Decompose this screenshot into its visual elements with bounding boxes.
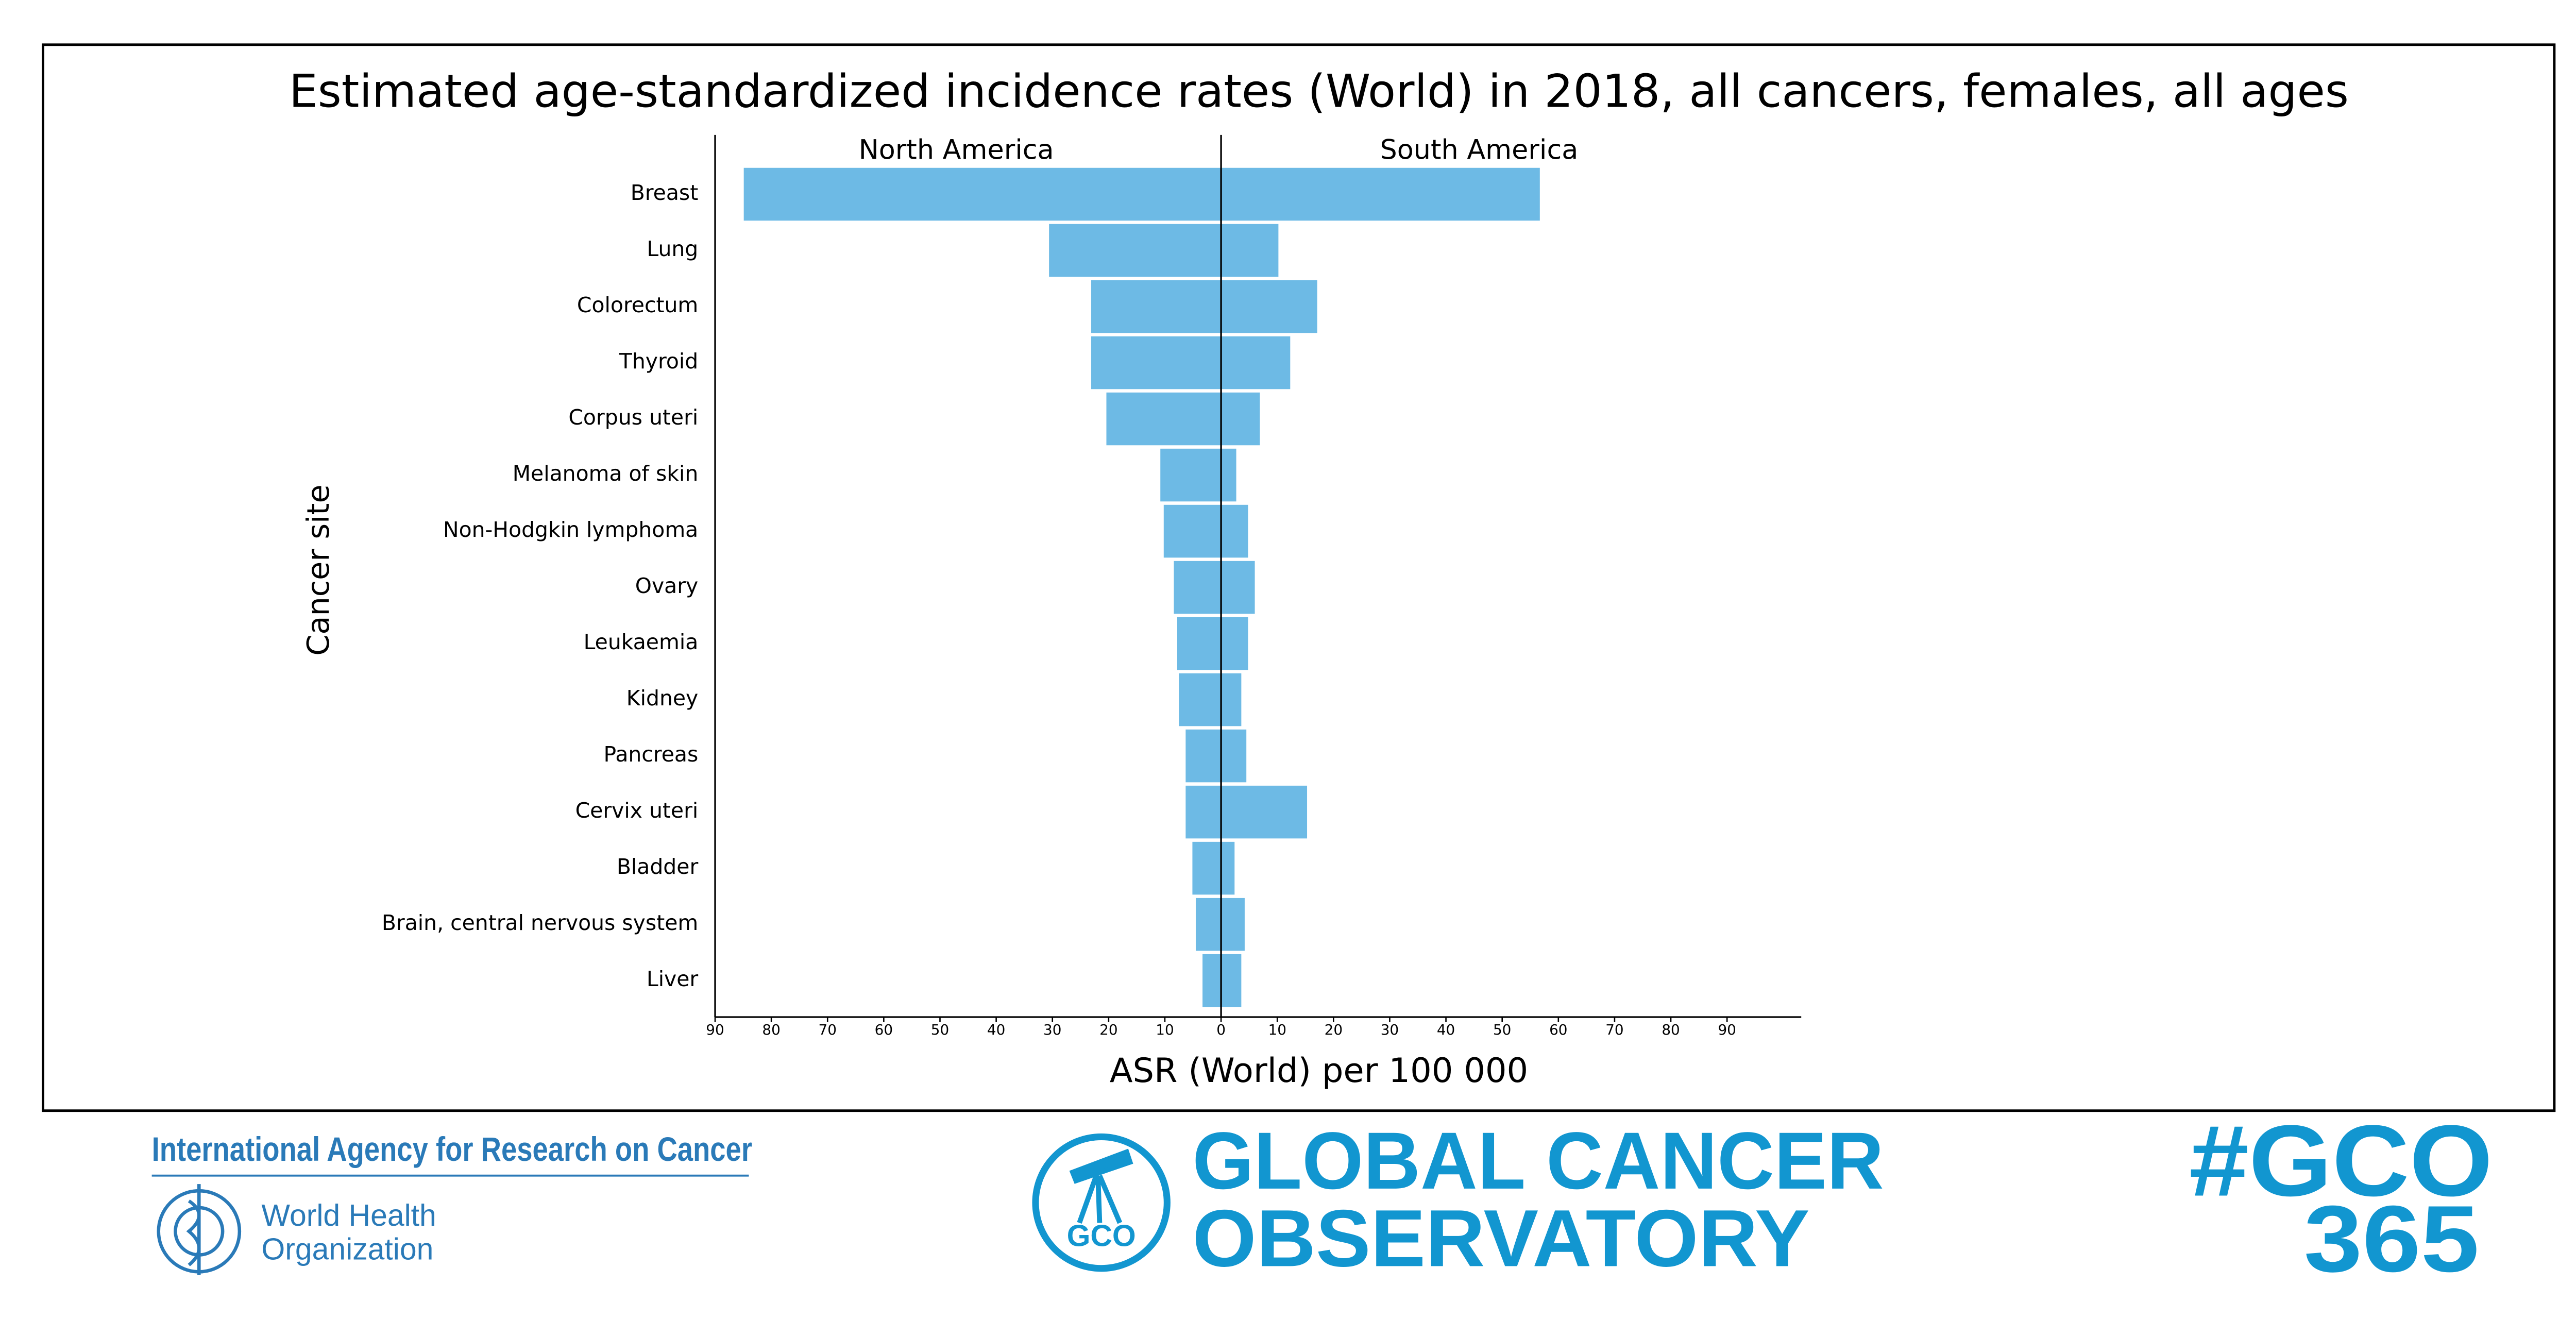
- x-tick-label: 50: [931, 1021, 949, 1038]
- x-tick-label: 60: [1549, 1021, 1567, 1038]
- x-tick-label: 30: [1043, 1021, 1061, 1038]
- bar: [1221, 785, 1308, 839]
- bar: [1177, 617, 1222, 670]
- who-name: Organization: [261, 1233, 433, 1266]
- bar: [1221, 448, 1236, 502]
- bar: [743, 167, 1222, 221]
- bar: [1160, 448, 1222, 502]
- bar: [1221, 841, 1235, 895]
- y-tick-label: Pancreas: [603, 742, 698, 767]
- who-name: World Health: [261, 1199, 436, 1232]
- bar: [1221, 167, 1540, 221]
- bar: [1202, 954, 1222, 1007]
- telescope: [1069, 1148, 1133, 1224]
- bar: [1091, 280, 1222, 333]
- bar: [1221, 617, 1248, 670]
- x-tick-label: 50: [1493, 1021, 1511, 1038]
- bar: [1221, 224, 1279, 277]
- bar: [1221, 392, 1260, 446]
- x-axis-label: ASR (World) per 100 000: [1110, 1051, 1528, 1090]
- x-tick-label: 70: [819, 1021, 837, 1038]
- bar: [1195, 898, 1222, 951]
- x-tick-label: 90: [1718, 1021, 1736, 1038]
- x-tick-label: 20: [1325, 1021, 1343, 1038]
- frame: [42, 43, 2556, 1112]
- bar: [1221, 504, 1248, 558]
- gco-title: GLOBAL CANCER: [1192, 1116, 1884, 1206]
- series-label: South America: [1380, 134, 1579, 166]
- gco-title: OBSERVATORY: [1192, 1193, 1809, 1283]
- bar: [1221, 673, 1242, 726]
- x-tick-label: 80: [762, 1021, 780, 1038]
- bar: [1221, 954, 1242, 1007]
- gco-badge: GCO: [1067, 1219, 1136, 1253]
- chart-title: Estimated age-standardized incidence rat…: [289, 65, 2349, 118]
- y-tick-label: Cervix uteri: [575, 798, 699, 823]
- bar: [1049, 224, 1222, 277]
- y-tick-label: Bladder: [617, 854, 699, 879]
- x-tick-label: 40: [1437, 1021, 1455, 1038]
- who-emblem: [157, 1184, 242, 1275]
- y-tick-label: Ovary: [635, 573, 699, 598]
- bar: [1221, 280, 1317, 333]
- y-tick-label: Melanoma of skin: [513, 461, 699, 486]
- gco-logo: [1032, 1133, 1171, 1272]
- bar: [1185, 729, 1222, 783]
- x-tick-label: 10: [1268, 1021, 1286, 1038]
- x-tick-label: 0: [1216, 1021, 1226, 1038]
- hashtag: #GCO: [2189, 1104, 2493, 1217]
- bar: [1106, 392, 1222, 446]
- y-tick-label: Corpus uteri: [568, 405, 698, 430]
- y-tick-label: Leukaemia: [584, 630, 699, 654]
- bar: [1185, 785, 1222, 839]
- y-tick-label: Breast: [631, 180, 699, 205]
- plot-area: Breast Lung Colorectum Thyroid Corpus uteri M…: [382, 134, 1802, 1038]
- bar: [1221, 729, 1247, 783]
- x-tick-label: 60: [875, 1021, 893, 1038]
- x-tick-label: 90: [706, 1021, 724, 1038]
- y-tick-label: Thyroid: [619, 349, 698, 374]
- bar: [1174, 561, 1222, 614]
- bar: [1091, 336, 1222, 390]
- y-tick-label: Lung: [647, 236, 698, 261]
- x-tick-label: 70: [1605, 1021, 1623, 1038]
- footer: International Agency for Research on Can…: [152, 1104, 2493, 1292]
- series-label: North America: [859, 134, 1054, 166]
- hashtag: 365: [2304, 1186, 2479, 1292]
- x-tick-label: 30: [1381, 1021, 1399, 1038]
- y-tick-label: Colorectum: [577, 293, 698, 317]
- bar: [1163, 504, 1222, 558]
- y-tick-label: Brain, central nervous system: [382, 910, 698, 935]
- bar: [1221, 898, 1245, 951]
- bar: [1192, 841, 1222, 895]
- bar: [1221, 561, 1255, 614]
- y-tick-label: Liver: [647, 967, 699, 991]
- y-tick-label: Kidney: [626, 686, 698, 711]
- iarc-name: International Agency for Research on Can…: [152, 1130, 752, 1168]
- bar: [1221, 336, 1291, 390]
- x-tick-label: 40: [987, 1021, 1005, 1038]
- x-tick-label: 20: [1099, 1021, 1117, 1038]
- x-tick-label: 10: [1156, 1021, 1174, 1038]
- x-tick-label: 80: [1662, 1021, 1680, 1038]
- y-tick-label: Non-Hodgkin lymphoma: [443, 517, 698, 542]
- y-axis-label: Cancer site: [300, 484, 336, 656]
- bar: [1179, 673, 1222, 726]
